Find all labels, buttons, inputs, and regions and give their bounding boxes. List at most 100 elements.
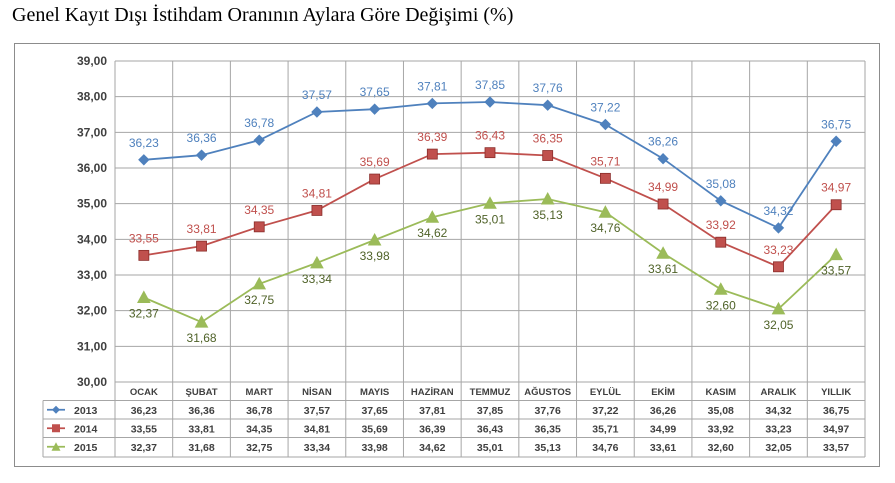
data-point-2014 [311, 205, 323, 216]
data-point-2015 [367, 233, 382, 246]
data-label-2013: 36,36 [187, 131, 217, 145]
data-point-2014 [196, 240, 207, 252]
table-cell-2015: 33,98 [361, 442, 387, 454]
data-point-2015 [137, 290, 151, 303]
table-cell-2013: 36,23 [131, 405, 157, 417]
data-label-2013: 37,85 [475, 78, 505, 92]
y-tick-label: 36,00 [77, 161, 107, 175]
x-tick-label: ŞUBAT [186, 387, 218, 398]
data-point-2014 [715, 236, 727, 248]
data-point-2013 [368, 103, 381, 115]
data-label-2015: 32,05 [763, 318, 793, 332]
table-cell-2015: 34,62 [419, 442, 445, 454]
data-label-2013: 37,57 [302, 88, 332, 102]
y-tick-label: 30,00 [77, 375, 107, 389]
data-label-2014: 33,92 [706, 218, 736, 232]
legend-marker-2013 [52, 405, 60, 414]
data-point-2015 [194, 315, 209, 328]
chart-title: Genel Kayıt Dışı İstihdam Oranının Aylar… [12, 4, 514, 26]
data-point-2013 [138, 154, 150, 166]
table-cell-2015: 32,75 [246, 442, 272, 454]
data-point-2013 [426, 97, 439, 110]
y-tick-label: 37,00 [77, 125, 107, 139]
chart-frame [14, 43, 880, 467]
data-point-2013 [830, 135, 842, 147]
data-label-2015: 34,62 [417, 226, 447, 240]
table-cell-2014: 36,43 [477, 423, 503, 435]
data-point-2013 [772, 222, 785, 234]
data-label-2014: 35,69 [360, 155, 390, 169]
data-point-2013 [657, 153, 669, 165]
y-tick-label: 38,00 [77, 90, 107, 104]
data-label-2013: 36,23 [129, 136, 159, 150]
table-cell-2013: 37,57 [304, 405, 330, 417]
data-label-2014: 35,71 [590, 154, 620, 168]
data-point-2015 [252, 276, 267, 290]
data-point-2014 [830, 199, 842, 211]
data-point-2015 [540, 191, 555, 205]
data-label-2015: 33,61 [648, 262, 678, 276]
data-point-2015 [425, 210, 440, 223]
x-tick-label: NİSAN [302, 387, 332, 398]
table-cell-2015: 32,05 [765, 442, 791, 454]
data-label-2014: 36,35 [533, 132, 563, 146]
data-point-2015 [483, 196, 497, 209]
data-point-2015 [829, 247, 843, 261]
line-chart: 30,00 31,00 32,00 33,00 34,00 35,00 36,00 37,00… [14, 43, 880, 467]
table-cell-2015: 33,34 [304, 442, 330, 454]
y-tick-label: 34,00 [77, 232, 107, 246]
data-point-2013 [484, 96, 496, 108]
data-label-2013: 36,75 [821, 117, 851, 131]
table-cell-2014: 36,39 [419, 423, 445, 435]
table-cell-2014: 33,23 [765, 423, 791, 435]
legend-marker-2014 [52, 424, 60, 433]
data-label-2014: 33,81 [187, 222, 217, 236]
data-label-2013: 37,76 [533, 81, 563, 95]
data-point-2014 [484, 147, 496, 159]
x-tick-label: EKİM [651, 387, 675, 398]
y-tick-label: 33,00 [77, 268, 107, 282]
table-cell-2013: 34,32 [765, 405, 791, 417]
table-cell-2013: 36,78 [246, 405, 272, 417]
table-cell-2013: 37,22 [592, 405, 618, 417]
data-point-2014 [138, 249, 150, 261]
table-cell-2013: 35,08 [708, 405, 734, 417]
table-cell-2014: 34,97 [823, 423, 849, 435]
x-tick-label: EYLÜL [590, 387, 621, 398]
y-tick-label: 35,00 [77, 197, 107, 211]
table-cell-2015: 35,13 [535, 442, 561, 454]
table-cell-2013: 37,76 [535, 405, 561, 417]
data-point-2013 [541, 99, 554, 111]
x-tick-label: ARALIK [761, 387, 797, 398]
table-cell-2013: 36,75 [823, 405, 849, 417]
data-label-2014: 34,99 [648, 180, 678, 194]
table-cell-2014: 36,35 [535, 423, 561, 435]
data-label-2015: 33,98 [360, 249, 390, 263]
table-cell-2015: 32,60 [708, 442, 734, 454]
table-cell-2013: 36,26 [650, 405, 676, 417]
table-cell-2013: 37,81 [419, 405, 445, 417]
legend-label-2015: 2015 [74, 442, 98, 454]
data-point-2015 [656, 246, 670, 259]
table-cell-2014: 34,81 [304, 423, 330, 435]
table-cell-2014: 33,55 [131, 423, 157, 435]
data-label-2015: 32,75 [244, 293, 274, 307]
table-cell-2015: 31,68 [188, 442, 214, 454]
table-cell-2014: 35,71 [592, 423, 618, 435]
data-point-2013 [599, 118, 612, 131]
data-point-2014 [599, 172, 611, 184]
data-label-2013: 35,08 [706, 177, 736, 191]
y-tick-label: 31,00 [77, 339, 107, 353]
x-tick-label: KASIM [705, 387, 736, 398]
data-label-2013: 34,32 [763, 204, 793, 218]
data-label-2013: 37,81 [417, 79, 447, 93]
data-label-2015: 35,13 [533, 208, 563, 222]
table-cell-2014: 34,35 [246, 423, 272, 435]
legend-label-2014: 2014 [74, 423, 98, 435]
table-cell-2013: 36,36 [188, 405, 214, 417]
data-label-2013: 36,26 [648, 135, 678, 149]
data-label-2014: 34,35 [244, 203, 274, 217]
table-cell-2014: 34,99 [650, 423, 676, 435]
x-tick-label: TEMMUZ [470, 387, 511, 398]
data-label-2013: 37,65 [360, 85, 390, 99]
